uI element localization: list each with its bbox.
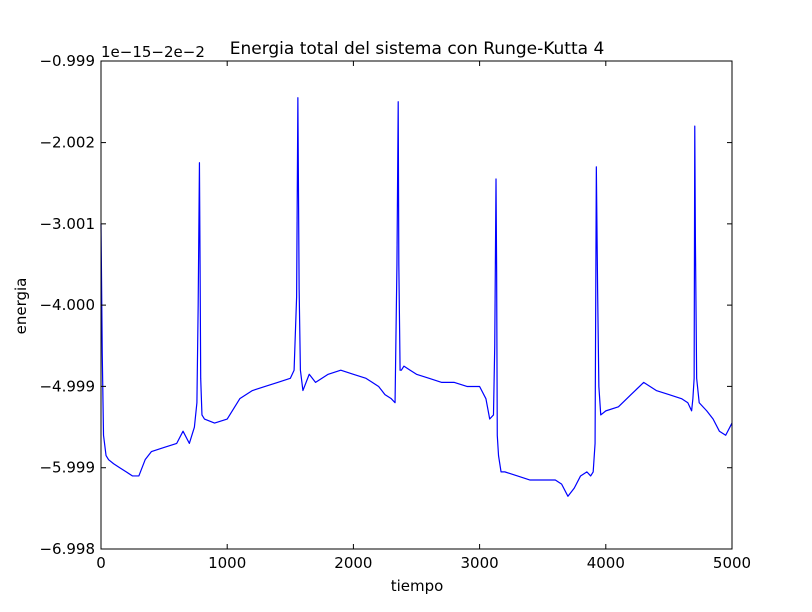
x-tick-label: 3000 <box>461 554 499 572</box>
y-tick-label: −3.001 <box>39 215 95 233</box>
plot-area: 0 1000 2000 3000 4000 5000 −0.999 −2.002 −3.001 −… <box>39 52 751 572</box>
x-tick-label: 5000 <box>713 554 751 572</box>
chart-title: Energia total del sistema con Runge-Kutt… <box>230 39 605 59</box>
x-tick-label: 4000 <box>587 554 625 572</box>
y-tick-label: −4.999 <box>39 377 95 395</box>
x-tick-label: 1000 <box>208 554 246 572</box>
x-tick-label: 0 <box>96 554 106 572</box>
y-offset-label: 1e−15−2e−2 <box>101 43 205 61</box>
plot-frame <box>100 60 733 550</box>
y-tick-label: −2.002 <box>39 134 95 152</box>
y-tick-label: −4.000 <box>39 296 95 314</box>
x-tick-label: 2000 <box>334 554 372 572</box>
y-tick-label: −5.999 <box>39 459 95 477</box>
series-line-0 <box>100 97 733 497</box>
y-tick-label: −0.999 <box>39 52 95 70</box>
y-tick-label: −6.998 <box>39 540 95 558</box>
y-axis-title: energia <box>12 278 30 335</box>
x-axis-title: tiempo <box>391 577 444 595</box>
